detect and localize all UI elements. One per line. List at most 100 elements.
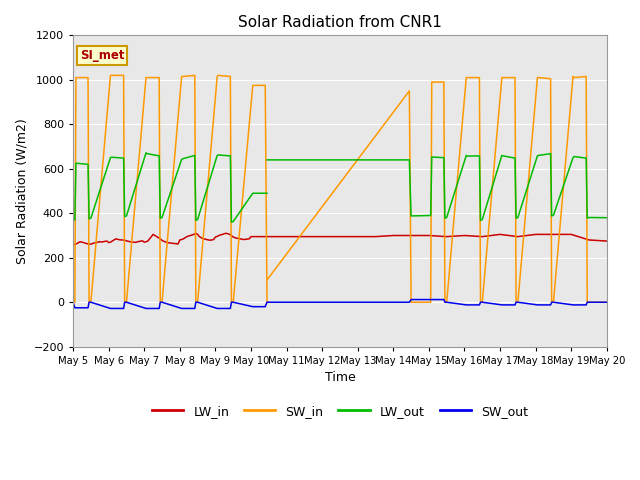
LW_out [120, 155, 127, 161]
LW_out [214, 152, 222, 158]
SW_out [547, 302, 554, 308]
LW_out [213, 153, 221, 158]
SW_in [121, 300, 129, 305]
SW_out [463, 302, 470, 308]
SW_out [550, 300, 557, 305]
LW_in [479, 234, 486, 240]
SW_out [123, 300, 131, 305]
SW_out [407, 297, 415, 302]
LW_out [108, 155, 115, 160]
SW_in [194, 300, 202, 305]
LW_out [263, 191, 271, 196]
SW_in [84, 75, 92, 81]
SW_out [534, 302, 541, 308]
LW_out [156, 153, 163, 159]
SW_out [228, 300, 236, 305]
LW_out [156, 215, 164, 221]
SW_out [178, 306, 186, 312]
LW_in [119, 237, 127, 243]
SW_out [548, 300, 556, 305]
SW_in [249, 83, 257, 88]
LW_in [69, 242, 77, 248]
SW_out [406, 300, 413, 305]
SW_in [228, 300, 236, 305]
LW_in [603, 238, 611, 244]
SW_out [584, 300, 591, 305]
Line: LW_in: LW_in [73, 233, 607, 245]
LW_out [227, 153, 234, 159]
SW_in [120, 72, 127, 78]
LW_in [91, 240, 99, 246]
SW_out [569, 302, 577, 308]
Line: SW_in: SW_in [75, 75, 267, 302]
SW_out [511, 302, 519, 308]
Line: SW_out: SW_out [73, 300, 607, 309]
LW_out [71, 217, 79, 223]
SW_out [427, 297, 435, 302]
SW_in [85, 300, 93, 305]
SW_in [213, 73, 221, 79]
SW_in [71, 300, 79, 305]
LW_out [178, 156, 186, 162]
Y-axis label: Solar Radiation (W/m2): Solar Radiation (W/m2) [15, 118, 28, 264]
SW_out [213, 306, 221, 312]
SW_in [229, 300, 237, 305]
SW_out [263, 300, 271, 305]
SW_in [191, 72, 198, 78]
LW_out [87, 215, 95, 221]
LW_out [192, 217, 200, 223]
LW_out [194, 216, 202, 222]
LW_out [85, 216, 93, 222]
SW_out [498, 302, 506, 308]
LW_out [142, 150, 150, 156]
SW_out [194, 300, 202, 305]
LW_out [261, 191, 269, 196]
SW_in [142, 75, 150, 81]
SW_out [603, 300, 611, 305]
SW_out [229, 300, 237, 305]
SW_in [107, 72, 115, 78]
SW_out [512, 300, 520, 305]
SW_out [582, 302, 590, 308]
SW_in [156, 300, 164, 305]
SW_out [69, 300, 77, 305]
Legend: LW_in, SW_in, LW_out, SW_out: LW_in, SW_in, LW_out, SW_out [147, 400, 533, 423]
Title: Solar Radiation from CNR1: Solar Radiation from CNR1 [238, 15, 442, 30]
LW_out [107, 155, 115, 160]
SW_out [107, 306, 115, 312]
LW_out [191, 153, 198, 158]
SW_out [84, 305, 92, 311]
LW_out [229, 218, 237, 224]
Line: LW_out: LW_out [73, 153, 267, 222]
SW_out [476, 302, 483, 308]
SW_in [192, 300, 200, 305]
SW_out [477, 300, 484, 305]
LW_in [215, 233, 223, 239]
SW_out [158, 300, 166, 305]
LW_out [158, 215, 166, 220]
SW_out [249, 304, 257, 310]
SW_out [121, 300, 129, 305]
SW_out [71, 305, 79, 311]
SW_in [123, 300, 131, 305]
SW_in [214, 72, 222, 78]
SW_in [227, 73, 234, 79]
LW_in [160, 239, 168, 244]
LW_out [69, 217, 77, 223]
SW_out [441, 300, 449, 305]
LW_out [84, 161, 92, 167]
LW_out [123, 213, 131, 219]
LW_out [249, 191, 257, 196]
SW_in [143, 75, 151, 81]
SW_out [120, 306, 127, 312]
LW_out [121, 214, 129, 219]
SW_in [72, 75, 80, 81]
SW_out [156, 300, 164, 305]
SW_out [142, 306, 150, 312]
SW_out [156, 306, 163, 312]
SW_out [443, 300, 451, 305]
SW_out [227, 306, 234, 312]
X-axis label: Time: Time [324, 372, 355, 384]
Text: SI_met: SI_met [80, 49, 125, 62]
SW_out [87, 300, 95, 305]
